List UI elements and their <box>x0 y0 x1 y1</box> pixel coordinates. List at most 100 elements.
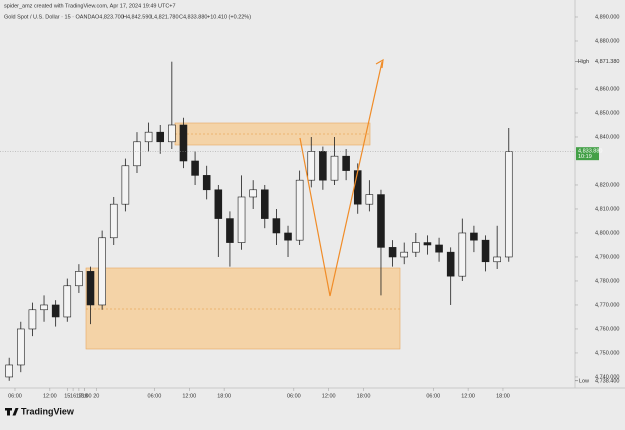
high-marker-name: High <box>578 59 589 65</box>
header: spider_amz created with TradingView.com,… <box>4 3 251 20</box>
x-tick-label: 15 <box>64 393 70 399</box>
low-marker-name: Low <box>579 378 589 384</box>
x-tick-label: 12:00 <box>182 393 196 399</box>
x-tick-label: 18:00 <box>357 393 371 399</box>
candle-body <box>226 218 234 243</box>
x-tick-label: 18:00 <box>496 393 510 399</box>
candle-body <box>446 251 455 277</box>
y-tick-label: 4,770.000 <box>595 302 619 308</box>
y-tick-label: 4,840.000 <box>595 134 619 140</box>
low-value: L4,821.780 <box>151 14 179 20</box>
candle-body <box>319 151 327 181</box>
y-tick-label: 4,740.000 <box>595 374 619 380</box>
y-tick-label: 4,860.000 <box>595 86 619 92</box>
x-tick-label: 06:00 <box>287 393 301 399</box>
symbol: Gold Spot / U.S. Dollar · 15 · OANDA <box>4 14 95 20</box>
x-tick-label: 06:00 <box>8 393 22 399</box>
candle-body <box>330 155 339 181</box>
demand-zone <box>85 267 401 350</box>
candle-body <box>144 131 153 143</box>
x-tick-label: 17 <box>76 393 82 399</box>
change: +10.410 (+0.22%) <box>207 14 251 20</box>
open-value: O4,823.700 <box>95 14 124 20</box>
x-tick-label: 20 <box>93 393 99 399</box>
high-value: H4,842.590 <box>123 14 151 20</box>
candle-body <box>261 189 269 219</box>
logo: TradingView <box>5 406 75 416</box>
candle-body <box>133 141 141 167</box>
x-tick-label: 18 <box>82 393 88 399</box>
candle-body <box>109 203 118 239</box>
y-tick-label: 4,850.000 <box>595 110 619 116</box>
candle-body <box>377 194 385 248</box>
candle-body <box>179 124 188 162</box>
candle-body <box>284 232 292 241</box>
candle-body <box>493 256 501 263</box>
candle-body <box>28 309 37 330</box>
candle-body <box>423 242 432 246</box>
attribution: spider_amz created with TradingView.com,… <box>4 3 176 9</box>
candle-body <box>504 151 513 258</box>
candle-body <box>435 244 443 253</box>
candle-body <box>470 232 478 241</box>
y-tick-label: 4,890.000 <box>595 14 619 20</box>
candle-body <box>191 160 199 176</box>
candle-body <box>121 165 130 205</box>
candle-body <box>168 124 176 143</box>
projection <box>299 58 384 297</box>
last-price-label: 4,833.880 <box>578 149 602 155</box>
arrow-head <box>375 58 384 69</box>
x-tick-label: 12:00 <box>43 393 57 399</box>
drawings <box>85 122 401 350</box>
candle-body <box>295 179 304 241</box>
candle-body <box>400 251 408 258</box>
logo-icon <box>5 408 19 416</box>
candle-body <box>388 247 397 258</box>
candle-body <box>75 271 83 287</box>
y-tick-label: 4,800.000 <box>595 230 619 236</box>
y-tick-label: 4,750.000 <box>595 350 619 356</box>
x-tick-label: 16 <box>70 393 76 399</box>
close-value: C4,833.880 <box>179 14 207 20</box>
candle-body <box>17 328 25 366</box>
candle-body <box>365 194 374 205</box>
low-marker-value: 4,738.400 <box>595 378 619 384</box>
candle-body <box>63 285 72 318</box>
x-tick-label: 18:00 <box>78 393 92 399</box>
projection-path <box>299 61 383 297</box>
candle-body <box>86 271 95 306</box>
candle-body <box>412 242 420 253</box>
candle-body <box>249 189 257 198</box>
y-tick-label: 4,820.000 <box>595 182 619 188</box>
candle-body <box>307 151 316 181</box>
candle-body <box>5 364 13 378</box>
y-tick-label: 4,880.000 <box>595 38 619 44</box>
high-marker-value: 4,871.380 <box>595 59 619 65</box>
last-price-box <box>576 147 599 161</box>
candle-body <box>40 304 48 311</box>
candle-body <box>214 189 223 219</box>
candle-body <box>237 196 246 243</box>
countdown: 10:19 <box>578 154 592 160</box>
candle-body <box>156 131 165 143</box>
candle-body <box>481 239 490 263</box>
candle-body <box>458 232 467 277</box>
x-tick-label: 18:00 <box>217 393 231 399</box>
candle-body <box>202 175 211 191</box>
y-tick-label: 4,760.000 <box>595 326 619 332</box>
y-tick-label: 4,790.000 <box>595 254 619 260</box>
x-tick-label: 12:00 <box>322 393 336 399</box>
x-tick-label: 06:00 <box>426 393 440 399</box>
candles <box>5 61 513 381</box>
y-tick-label: 4,810.000 <box>595 206 619 212</box>
x-tick-label: 06:00 <box>148 393 162 399</box>
y-tick-label: 4,780.000 <box>595 278 619 284</box>
candle-body <box>51 304 60 318</box>
candle-body <box>353 170 362 205</box>
logo-text: TradingView <box>21 406 75 416</box>
candle-body <box>98 237 106 306</box>
x-tick-label: 12:00 <box>461 393 475 399</box>
candle-body <box>342 155 350 171</box>
